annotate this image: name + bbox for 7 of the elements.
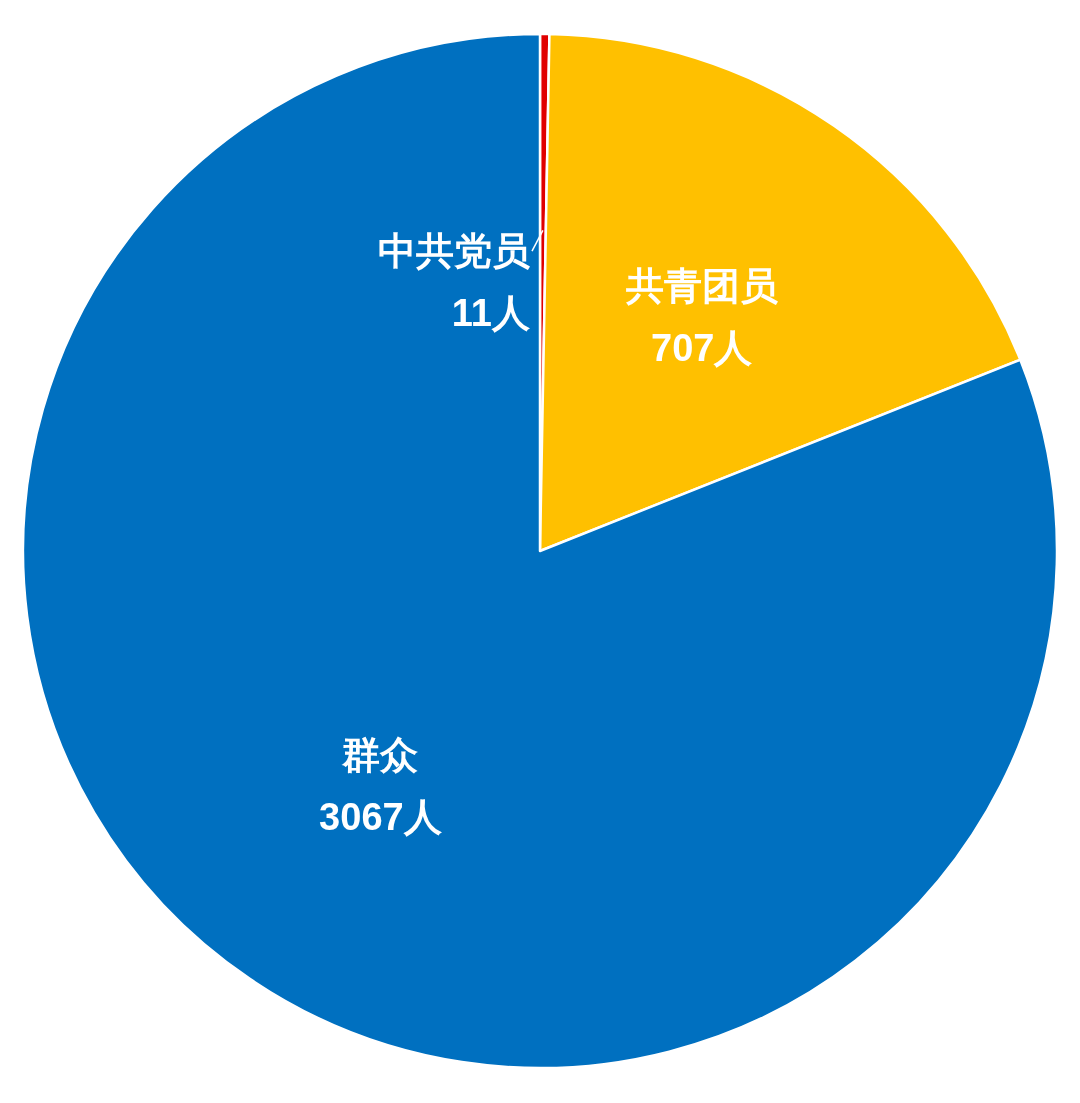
data-label: 3067人: [319, 796, 442, 839]
pie-slice: [22, 32, 1059, 1069]
slice-label: 群众: [341, 734, 419, 777]
slice-label: 共青团员: [624, 265, 778, 308]
data-label: 11人: [451, 292, 530, 335]
data-label: 707人: [651, 327, 753, 370]
slice-label: 中共党员: [378, 230, 530, 273]
